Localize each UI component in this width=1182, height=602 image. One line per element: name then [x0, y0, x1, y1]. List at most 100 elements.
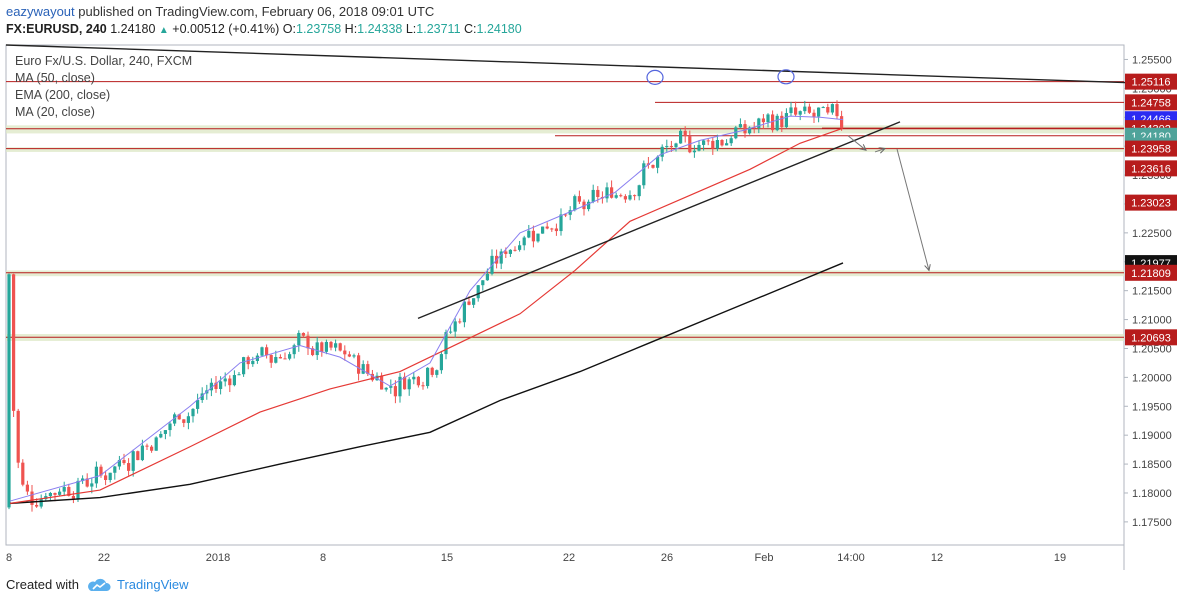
candle-body: [150, 446, 154, 451]
candle-body: [840, 116, 844, 128]
candle-body: [481, 280, 485, 286]
axis-price-label-bg: [1125, 73, 1177, 90]
candle-body: [214, 382, 218, 389]
candle-body: [748, 127, 752, 134]
candle-body: [771, 114, 775, 131]
x-tick-label: 15: [441, 552, 453, 564]
candle-body: [30, 491, 34, 505]
candle-body: [398, 376, 402, 397]
candle-body: [288, 354, 292, 359]
candle-body: [352, 355, 356, 357]
candles-group: [7, 100, 844, 512]
y-tick-label: 1.18500: [1132, 459, 1172, 471]
y-tick-label: 1.20500: [1132, 343, 1172, 355]
candle-body: [117, 460, 121, 467]
symbol[interactable]: FX:EURUSD, 240: [6, 22, 107, 36]
candle-body: [692, 150, 696, 153]
candle-body: [90, 483, 94, 487]
candle-body: [297, 332, 301, 346]
candle-body: [614, 195, 618, 198]
legend-ma20[interactable]: MA (20, close): [15, 105, 95, 119]
candle-body: [541, 226, 545, 234]
candle-body: [384, 387, 388, 390]
x-tick-label: 12: [931, 552, 943, 564]
candle-body: [113, 466, 117, 473]
candle-body: [260, 347, 264, 356]
candle-body: [99, 466, 103, 476]
candle-body: [564, 214, 568, 216]
candle-body: [679, 130, 683, 144]
candle-body: [554, 228, 558, 232]
published-text: published on TradingView.com, February 0…: [78, 4, 435, 19]
candle-body: [660, 146, 664, 157]
candle-body: [292, 345, 296, 355]
tradingview-link[interactable]: TradingView: [87, 577, 189, 592]
candle-body: [656, 156, 660, 168]
candle-body: [366, 364, 370, 374]
candle-body: [803, 106, 807, 112]
candle-body: [674, 143, 678, 148]
candle-body: [278, 357, 282, 359]
axis-price-label: 1.23958: [1131, 144, 1171, 156]
created-with-text: Created with: [6, 577, 79, 592]
axis-price-label: 1.23616: [1131, 163, 1171, 175]
candle-body: [154, 437, 158, 451]
ma50-line: [9, 127, 844, 504]
candle-body: [449, 331, 453, 333]
candle-body: [306, 335, 310, 349]
close-label: C:: [464, 22, 477, 36]
candle-body: [789, 107, 793, 114]
candle-body: [518, 245, 522, 250]
candle-body: [320, 342, 324, 352]
candle-body: [706, 140, 710, 142]
x-tick-label: 2018: [206, 552, 230, 564]
candle-body: [798, 111, 802, 115]
x-tick-label: 8: [6, 552, 12, 564]
candle-body: [7, 274, 11, 508]
chart-legend: Euro Fx/U.S. Dollar, 240, FXCM MA (50, c…: [15, 53, 192, 121]
candle-body: [467, 301, 471, 305]
candle-body: [545, 226, 549, 229]
candle-body: [835, 104, 839, 117]
low-value: 1.23711: [416, 22, 461, 36]
legend-ema200[interactable]: EMA (200, close): [15, 88, 111, 102]
candle-body: [334, 343, 338, 348]
x-tick-label: 8: [320, 552, 326, 564]
y-tick-label: 1.22500: [1132, 228, 1172, 240]
y-tick-label: 1.21000: [1132, 315, 1172, 327]
candle-body: [163, 430, 167, 434]
candle-body: [715, 139, 719, 149]
candle-body: [766, 114, 770, 123]
candle-body: [200, 393, 204, 401]
candle-body: [472, 298, 476, 305]
candle-body: [757, 118, 761, 128]
legend-title[interactable]: Euro Fx/U.S. Dollar, 240, FXCM: [15, 54, 193, 68]
candle-body: [725, 143, 729, 146]
candle-body: [48, 492, 52, 497]
candle-body: [577, 196, 581, 202]
candle-body: [499, 251, 503, 264]
candle-body: [108, 472, 112, 480]
high-value: 1.24338: [357, 22, 403, 36]
candle-body: [274, 357, 278, 363]
candle-body: [752, 127, 756, 129]
candle-body: [338, 343, 342, 351]
close-value: 1.24180: [476, 22, 522, 36]
candle-body: [62, 486, 66, 492]
support-resistance-zone: [6, 270, 1124, 277]
candle-body: [168, 423, 172, 431]
candle-body: [435, 370, 439, 375]
publisher-username[interactable]: eazywayout: [6, 4, 75, 19]
x-tick-label: 22: [98, 552, 110, 564]
candle-body: [729, 138, 733, 144]
open-value: 1.23758: [296, 22, 342, 36]
legend-ma50[interactable]: MA (50, close): [15, 71, 95, 85]
candle-body: [720, 139, 724, 146]
candle-body: [25, 484, 29, 492]
candle-body: [669, 145, 673, 148]
candle-body: [407, 379, 411, 390]
axis-price-label: 1.20693: [1131, 332, 1171, 344]
candle-body: [85, 478, 89, 487]
candle-body: [665, 145, 669, 147]
